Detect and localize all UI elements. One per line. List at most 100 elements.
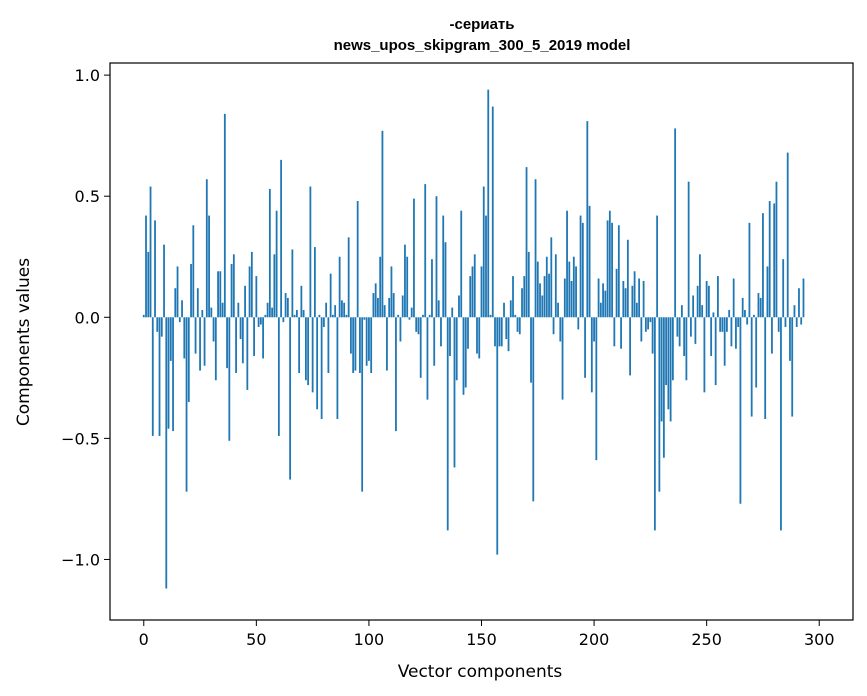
bar-142: [462, 317, 465, 395]
bar-98: [363, 317, 366, 320]
bar-26: [201, 310, 204, 318]
bar-228: [656, 215, 659, 318]
bar-69: [298, 317, 301, 373]
bar-167: [518, 317, 521, 335]
bar-212: [620, 317, 622, 349]
bar-223: [644, 317, 647, 332]
bar-87: [338, 256, 341, 318]
bar-256: [719, 317, 722, 332]
bar-99: [365, 317, 368, 366]
bar-101: [370, 317, 373, 373]
bar-22: [192, 225, 195, 318]
bar-288: [791, 317, 794, 417]
bar-93: [352, 317, 355, 373]
bar-40: [232, 254, 235, 318]
bar-72: [304, 317, 307, 381]
bar-17: [181, 300, 183, 318]
bar-157: [496, 317, 499, 555]
bar-29: [208, 215, 210, 318]
bar-204: [602, 283, 604, 318]
bar-136: [449, 317, 451, 357]
bar-170: [525, 167, 528, 318]
bar-159: [500, 317, 503, 347]
bar-259: [726, 317, 728, 332]
bar-18: [183, 317, 186, 359]
bar-82: [327, 317, 330, 373]
bar-76: [313, 247, 316, 318]
bar-280: [773, 203, 776, 318]
y-tick-label: −1.0: [61, 550, 100, 569]
bar-74: [309, 186, 312, 318]
bar-183: [554, 254, 557, 318]
bar-199: [590, 317, 593, 393]
bar-264: [737, 317, 740, 327]
bar-216: [629, 317, 631, 376]
x-tick-label: 50: [246, 630, 266, 649]
bar-132: [440, 317, 442, 347]
bar-197: [586, 121, 589, 318]
x-axis-ticks: 0 50 100 150 200 250 300: [139, 620, 835, 649]
bar-192: [575, 266, 577, 318]
bar-30: [210, 307, 213, 318]
bar-180: [548, 273, 550, 318]
bar-241: [685, 317, 688, 381]
bar-89: [343, 302, 346, 318]
bar-68: [295, 310, 298, 318]
bar-91: [347, 237, 350, 318]
bar-176: [539, 283, 541, 318]
bar-282: [777, 317, 780, 332]
bar-250: [705, 280, 708, 318]
bar-270: [750, 317, 753, 417]
bar-114: [399, 317, 402, 342]
bar-32: [214, 317, 217, 381]
bar-129: [433, 317, 436, 366]
bar-100: [368, 317, 370, 361]
bar-60: [277, 317, 280, 436]
bar-218: [633, 271, 636, 318]
bar-24: [196, 288, 199, 318]
bar-237: [676, 317, 679, 337]
bar-164: [512, 276, 514, 318]
bar-51: [257, 317, 260, 327]
bar-52: [259, 317, 262, 325]
bar-144: [467, 317, 469, 349]
bar-97: [361, 317, 364, 492]
bar-10: [165, 317, 168, 589]
bar-219: [635, 302, 638, 318]
bar-251: [708, 285, 710, 318]
chart-title: -сериать: [450, 16, 515, 33]
bar-23: [194, 317, 197, 354]
bar-153: [487, 89, 490, 318]
bar-130: [435, 196, 438, 318]
bar-21: [190, 264, 192, 318]
bar-283: [780, 317, 782, 531]
x-tick-label: 250: [691, 630, 722, 649]
bar-169: [523, 276, 526, 318]
bar-4: [151, 317, 154, 436]
bar-1: [145, 215, 147, 318]
bar-47: [248, 266, 251, 318]
bar-122: [417, 317, 420, 335]
bar-263: [735, 317, 737, 349]
bar-286: [786, 152, 789, 318]
bar-193: [577, 317, 580, 330]
bar-179: [545, 256, 548, 318]
bar-41: [235, 317, 237, 373]
bar-220: [638, 278, 641, 318]
bar-71: [302, 310, 305, 318]
bar-198: [588, 205, 591, 318]
bar-0: [142, 314, 145, 318]
bar-232: [665, 317, 668, 386]
bar-125: [424, 184, 427, 318]
bar-16: [178, 317, 181, 323]
bar-156: [494, 317, 496, 347]
bar-57: [271, 307, 274, 318]
bar-110: [390, 266, 393, 318]
bar-46: [246, 317, 249, 390]
bar-200: [593, 317, 595, 342]
bar-273: [757, 293, 760, 318]
bar-260: [728, 310, 731, 318]
bar-271: [753, 314, 755, 318]
bar-53: [262, 317, 264, 359]
bar-126: [426, 317, 429, 400]
